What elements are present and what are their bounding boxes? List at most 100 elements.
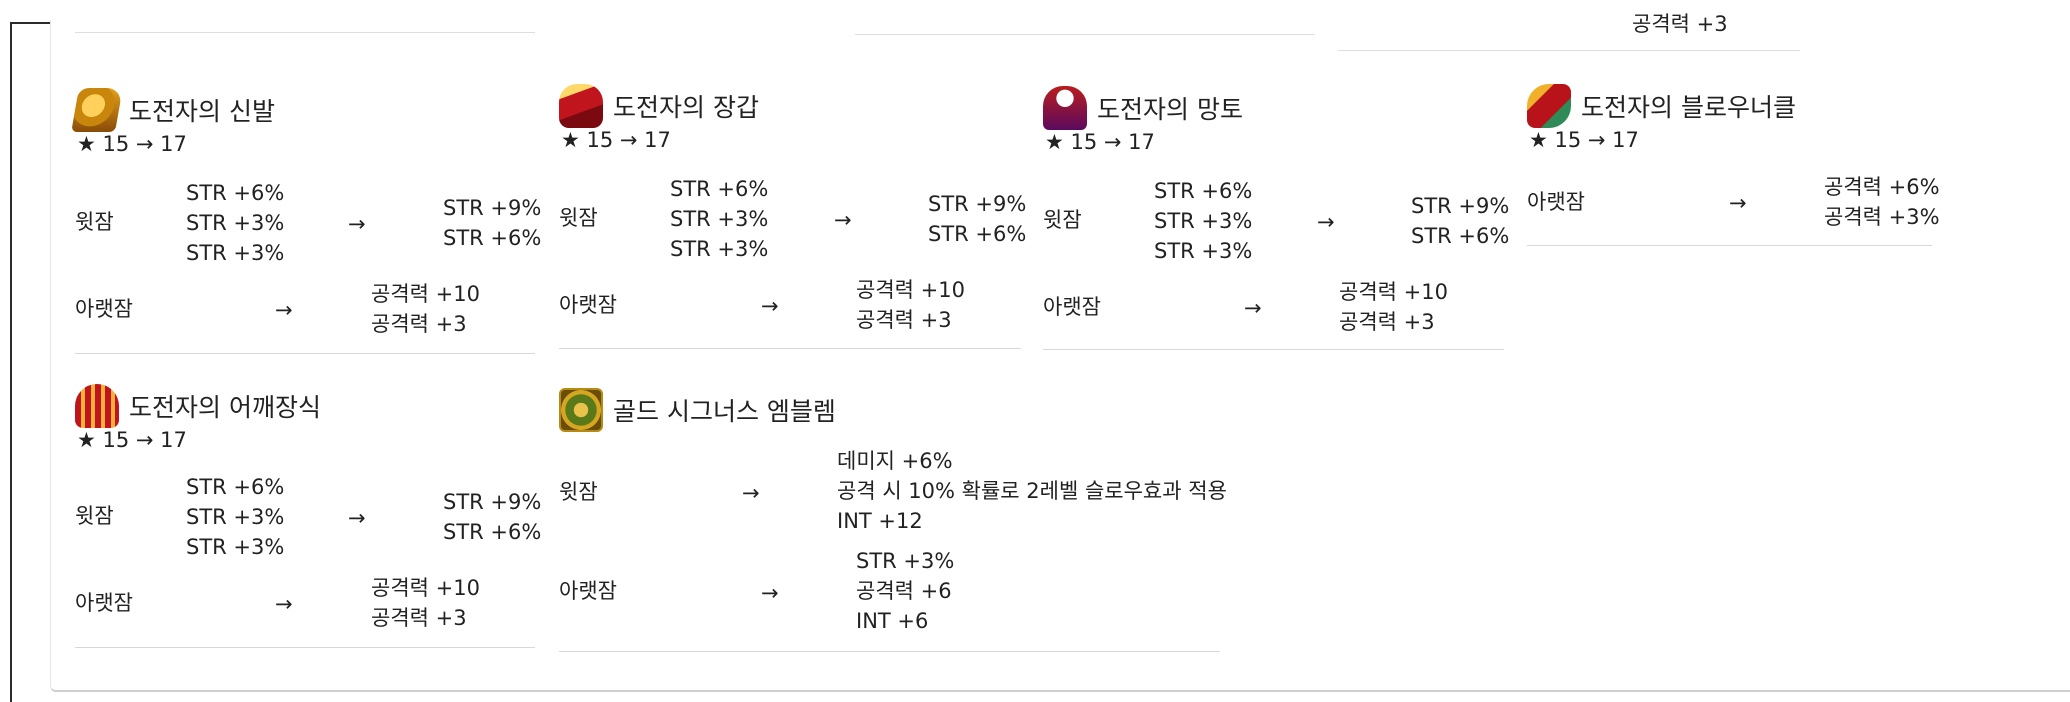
- item-divider: [559, 348, 1021, 349]
- shoulder-icon: [75, 384, 119, 428]
- bottom-potential-label: 아랫잠: [1043, 295, 1101, 319]
- before-line: STR +3%: [186, 241, 285, 265]
- item-divider: [75, 647, 535, 648]
- star-force: ★ 15 → 17: [77, 428, 187, 452]
- item-name: 도전자의 장갑: [613, 93, 759, 122]
- after-line: STR +3%: [856, 549, 955, 573]
- after-line: STR +6%: [1411, 224, 1510, 248]
- after-line: INT +6: [856, 609, 929, 633]
- before-line: STR +6%: [670, 177, 769, 201]
- bottom-after-values: 공격력 +10 공격력 +3: [371, 279, 480, 339]
- top-potential-label: 윗잠: [1043, 208, 1082, 232]
- before-line: STR +6%: [1154, 179, 1253, 203]
- before-line: STR +3%: [1154, 209, 1253, 233]
- bottom-after-values: 공격력 +10 공격력 +3: [371, 573, 480, 633]
- item-header: 골드 시그너스 엠블렘: [559, 386, 836, 434]
- divider-top-2: [855, 34, 1315, 35]
- arrow: →: [1729, 191, 1747, 215]
- bottom-potential-label: 아랫잠: [1527, 190, 1585, 214]
- before-line: STR +3%: [186, 505, 285, 529]
- bottom-after-values: 공격력 +10 공격력 +3: [856, 275, 965, 335]
- bottom-after-values: STR +3% 공격력 +6 INT +6: [856, 546, 954, 636]
- item-name: 도전자의 어깨장식: [129, 393, 321, 422]
- top-potential-label: 윗잠: [75, 504, 114, 528]
- after-line: 공격력 +3: [371, 312, 467, 336]
- item-header: 도전자의 망토: [1043, 84, 1243, 132]
- item-name: 도전자의 신발: [129, 97, 275, 126]
- bottom-potential-label: 아랫잠: [75, 297, 133, 321]
- item-card-shoes: 도전자의 신발 ★ 15 → 17 윗잠 STR +6% STR +3% STR…: [71, 86, 541, 354]
- item-name: 도전자의 블로우너클: [1581, 93, 1796, 122]
- after-line: 공격력 +10: [371, 576, 480, 600]
- bottom-potential-label: 아랫잠: [75, 591, 133, 615]
- star-force: ★ 15 → 17: [1529, 128, 1639, 152]
- after-line: 공격력 +3%: [1824, 205, 1940, 229]
- after-line: 공격 시 10% 확률로 2레벨 슬로우효과 적용: [837, 479, 1227, 503]
- star-force: ★ 15 → 17: [1045, 130, 1155, 154]
- arrow: →: [348, 212, 366, 236]
- after-line: 공격력 +6%: [1824, 175, 1940, 199]
- after-line: INT +12: [837, 509, 923, 533]
- divider-top-3: [1338, 50, 1800, 51]
- arrow: →: [1317, 210, 1335, 234]
- after-line: 공격력 +10: [1339, 280, 1448, 304]
- bottom-potential-label: 아랫잠: [559, 293, 617, 317]
- after-line: STR +9%: [443, 490, 542, 514]
- content-card: [50, 20, 2070, 692]
- item-divider: [75, 353, 535, 354]
- arrow: →: [275, 298, 293, 322]
- after-line: STR +6%: [443, 520, 542, 544]
- after-line: 공격력 +3: [856, 308, 952, 332]
- before-line: STR +3%: [186, 535, 285, 559]
- after-line: 공격력 +6: [856, 579, 952, 603]
- before-line: STR +3%: [186, 211, 285, 235]
- before-line: STR +3%: [670, 207, 769, 231]
- item-header: 도전자의 장갑: [559, 82, 759, 130]
- after-line: STR +9%: [443, 196, 542, 220]
- after-line: STR +9%: [928, 192, 1027, 216]
- emblem-icon: [559, 388, 603, 432]
- after-line: 공격력 +10: [371, 282, 480, 306]
- after-line: STR +9%: [1411, 194, 1510, 218]
- bottom-after-values: 공격력 +10 공격력 +3: [1339, 277, 1448, 337]
- item-header: 도전자의 신발: [71, 86, 275, 134]
- top-after-values: STR +9% STR +6%: [443, 487, 541, 547]
- top-before-values: STR +6% STR +3% STR +3%: [1154, 176, 1252, 266]
- before-line: STR +3%: [1154, 239, 1253, 263]
- cape-icon: [1043, 86, 1087, 130]
- star-force: ★ 15 → 17: [77, 132, 187, 156]
- after-line: 공격력 +3: [371, 606, 467, 630]
- item-card-shoulder: 도전자의 어깨장식 ★ 15 → 17 윗잠 STR +6% STR +3% S…: [75, 382, 541, 650]
- shoes-icon: [71, 88, 123, 132]
- top-after-values: STR +9% STR +6%: [1411, 191, 1509, 251]
- item-card-cape: 도전자의 망토 ★ 15 → 17 윗잠 STR +6% STR +3% STR…: [1043, 84, 1509, 352]
- item-card-knuckle: 도전자의 블로우너클 ★ 15 → 17 아랫잠 → 공격력 +6% 공격력 +…: [1527, 82, 1940, 252]
- item-card-glove: 도전자의 장갑 ★ 15 → 17 윗잠 STR +6% STR +3% STR…: [559, 82, 1026, 350]
- after-line: 공격력 +10: [856, 278, 965, 302]
- glove-icon: [559, 84, 603, 128]
- item-card-emblem: 골드 시그너스 엠블렘 윗잠 → 데미지 +6% 공격 시 10% 확률로 2레…: [559, 386, 1227, 652]
- arrow: →: [761, 581, 779, 605]
- arrow: →: [275, 592, 293, 616]
- after-line: 데미지 +6%: [837, 449, 953, 473]
- arrow: →: [834, 208, 852, 232]
- knuckle-icon: [1527, 84, 1571, 128]
- top-potential-label: 윗잠: [559, 206, 598, 230]
- top-before-values: STR +6% STR +3% STR +3%: [186, 472, 284, 562]
- divider-top-1: [75, 32, 535, 33]
- arrow: →: [1244, 296, 1262, 320]
- top-potential-label: 윗잠: [559, 480, 598, 504]
- before-line: STR +6%: [186, 475, 285, 499]
- item-header: 도전자의 어깨장식: [75, 382, 321, 430]
- arrow: →: [761, 294, 779, 318]
- bottom-after-values: 공격력 +6% 공격력 +3%: [1824, 172, 1940, 232]
- item-divider: [1527, 245, 1932, 246]
- bottom-potential-label: 아랫잠: [559, 579, 617, 603]
- item-divider: [559, 651, 1220, 652]
- top-potential-label: 윗잠: [75, 210, 114, 234]
- top-after-values: STR +9% STR +6%: [928, 189, 1026, 249]
- before-line: STR +6%: [186, 181, 285, 205]
- after-line: STR +6%: [928, 222, 1027, 246]
- arrow: →: [742, 481, 760, 505]
- item-name: 골드 시그너스 엠블렘: [613, 397, 836, 426]
